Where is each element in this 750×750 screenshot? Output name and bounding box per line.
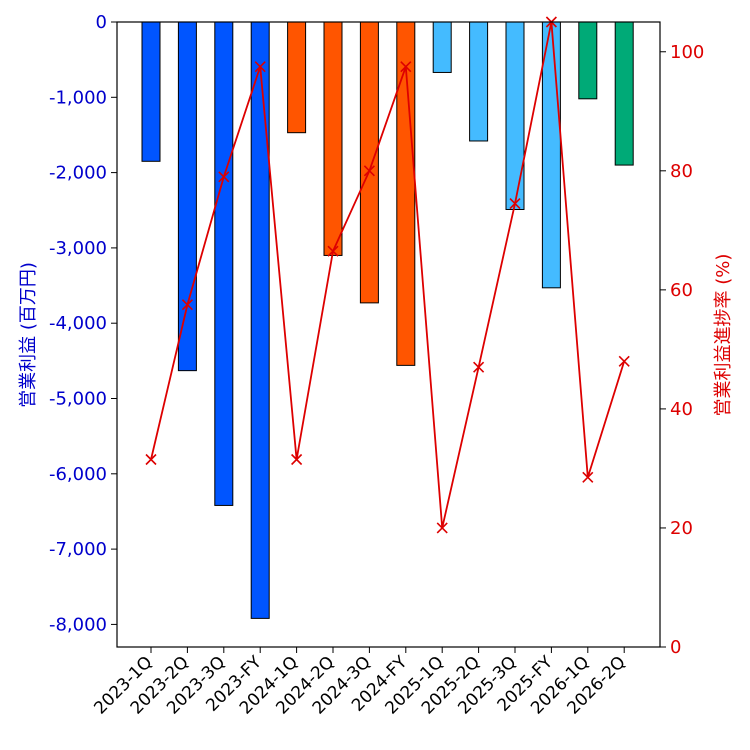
- right-tick-label: 80: [670, 161, 693, 182]
- bar-2025-3Q: [505, 21, 525, 210]
- bar-2023-2Q: [177, 21, 197, 372]
- left-tick-label: -1,000: [49, 87, 107, 108]
- right-tick-label: 40: [670, 399, 693, 420]
- left-tick-label: -3,000: [49, 238, 107, 259]
- bar-2026-2Q: [614, 21, 634, 166]
- bar-2025-1Q: [432, 21, 452, 73]
- bar-2026-1Q: [578, 21, 598, 100]
- bar-2024-1Q: [287, 21, 307, 134]
- progress-marker-2025-1Q: [436, 522, 448, 534]
- bar-2024-3Q: [359, 21, 379, 304]
- progress-marker-2024-FY: [400, 61, 412, 73]
- progress-marker-2025-3Q: [509, 197, 521, 210]
- right-tick-label: 100: [670, 42, 704, 63]
- bar-2025-2Q: [469, 21, 489, 142]
- progress-line: [150, 21, 626, 529]
- left-tick-label: -6,000: [49, 464, 107, 485]
- progress-marker-2025-2Q: [473, 361, 485, 373]
- left-tick-label: -5,000: [49, 389, 107, 410]
- left-tick-label: -7,000: [49, 539, 107, 560]
- x-axis: 2023-1Q2023-2Q2023-3Q2023-FY2024-1Q2024-…: [90, 647, 630, 719]
- progress-marker-2024-3Q: [363, 165, 375, 177]
- bar-2023-3Q: [214, 21, 234, 506]
- left-tick-label: -8,000: [49, 614, 107, 635]
- progress-marker-2026-1Q: [582, 471, 594, 483]
- bar-2024-2Q: [323, 21, 343, 256]
- left-tick-label: -4,000: [49, 313, 107, 334]
- plot-frame: [116, 21, 661, 648]
- progress-marker-2023-1Q: [145, 453, 157, 466]
- progress-line-group: [145, 16, 630, 534]
- left-tick-label: -2,000: [49, 163, 107, 184]
- left-tick-label: 0: [96, 12, 107, 33]
- right-axis-label: 営業利益進捗率 (%): [713, 254, 734, 417]
- progress-marker-2024-2Q: [327, 245, 339, 257]
- right-tick-label: 60: [670, 280, 693, 301]
- bar-2025-FY: [541, 21, 561, 289]
- progress-marker-2024-1Q: [291, 453, 303, 466]
- bar-group: [141, 21, 634, 619]
- progress-marker-2023-3Q: [218, 171, 230, 183]
- plot-background: [117, 22, 660, 647]
- progress-marker-2023-2Q: [181, 299, 193, 311]
- bar-2023-1Q: [141, 21, 161, 162]
- left-axis-label: 営業利益 (百万円): [18, 262, 39, 408]
- bar-2023-FY: [250, 21, 270, 619]
- right-axis: 0 20 40 60 80 100: [660, 42, 704, 658]
- progress-marker-2026-2Q: [618, 355, 630, 367]
- right-tick-label: 20: [670, 518, 693, 539]
- right-tick-label: 0: [670, 637, 681, 658]
- left-axis: 0 -1,000 -2,000 -3,000 -4,000 -5,000 -6,000 -7,…: [49, 12, 117, 635]
- progress-marker-2023-FY: [254, 61, 266, 73]
